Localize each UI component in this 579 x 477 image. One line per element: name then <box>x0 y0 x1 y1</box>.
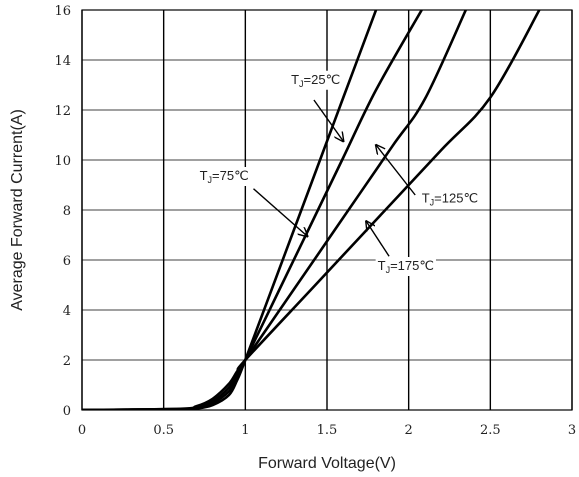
annotation-rest: =175℃ <box>390 258 434 273</box>
annotation-subscript: J <box>386 265 391 275</box>
annotation-subscript: J <box>208 175 213 185</box>
annotation-label-background <box>375 257 436 276</box>
x-tick-labels: 0 0.5 1 1.5 2 2.5 3 <box>78 423 576 438</box>
series-group <box>82 10 541 410</box>
plot-frame <box>81 9 573 411</box>
annotation-arrow-3 <box>376 145 416 196</box>
x-tick-label: 0 <box>78 423 86 438</box>
annotation-rest: =25℃ <box>304 72 341 87</box>
annotation-label-background <box>197 167 251 186</box>
y-tick-label: 10 <box>54 154 71 169</box>
annotation-arrow-2 <box>253 188 308 237</box>
annotation-label-4: TJ=175℃ <box>378 258 434 275</box>
y-axis-label: Average Forward Current(A) <box>9 109 26 311</box>
y-tick-label: 6 <box>63 254 71 269</box>
series-line-4 <box>82 10 541 410</box>
annotation-label-1: TJ=25℃ <box>291 72 340 89</box>
x-tick-label: 3 <box>568 423 576 438</box>
annotation-main: T <box>291 72 299 87</box>
annotation-label-3: TJ=125℃ <box>422 191 478 208</box>
annotation-main: T <box>422 191 430 206</box>
x-tick-label: 0.5 <box>153 423 174 438</box>
y-tick-label: 12 <box>54 104 71 119</box>
annotation-subscript: J <box>430 198 435 208</box>
annotation-arrow-4 <box>366 221 390 257</box>
y-tick-labels: 0 2 4 6 8 10 12 14 16 <box>54 4 71 419</box>
x-tick-label: 2.5 <box>480 423 501 438</box>
y-tick-label: 14 <box>54 54 71 69</box>
x-tick-label: 2 <box>405 423 413 438</box>
annotation-label-background <box>419 189 481 209</box>
y-tick-label: 0 <box>63 404 71 419</box>
x-tick-label: 1 <box>241 423 249 438</box>
annotation-arrow-1 <box>313 99 343 141</box>
annotation-label-2: TJ=75℃ <box>200 168 249 185</box>
annotation-rest: =125℃ <box>434 191 478 206</box>
annotation-label-background <box>289 70 343 90</box>
x-tick-label: 1.5 <box>317 423 338 438</box>
y-tick-label: 4 <box>63 304 71 319</box>
x-axis-label: Forward Voltage(V) <box>258 455 396 472</box>
annotation-subscript: J <box>299 79 304 89</box>
annotation-group: TJ=25℃TJ=75℃TJ=125℃TJ=175℃ <box>197 70 481 276</box>
y-tick-label: 16 <box>54 4 71 19</box>
y-tick-label: 8 <box>63 204 71 219</box>
annotation-main: T <box>378 258 386 273</box>
annotation-main: T <box>200 168 208 183</box>
y-tick-label: 2 <box>63 354 71 369</box>
annotation-rest: =75℃ <box>212 168 249 183</box>
